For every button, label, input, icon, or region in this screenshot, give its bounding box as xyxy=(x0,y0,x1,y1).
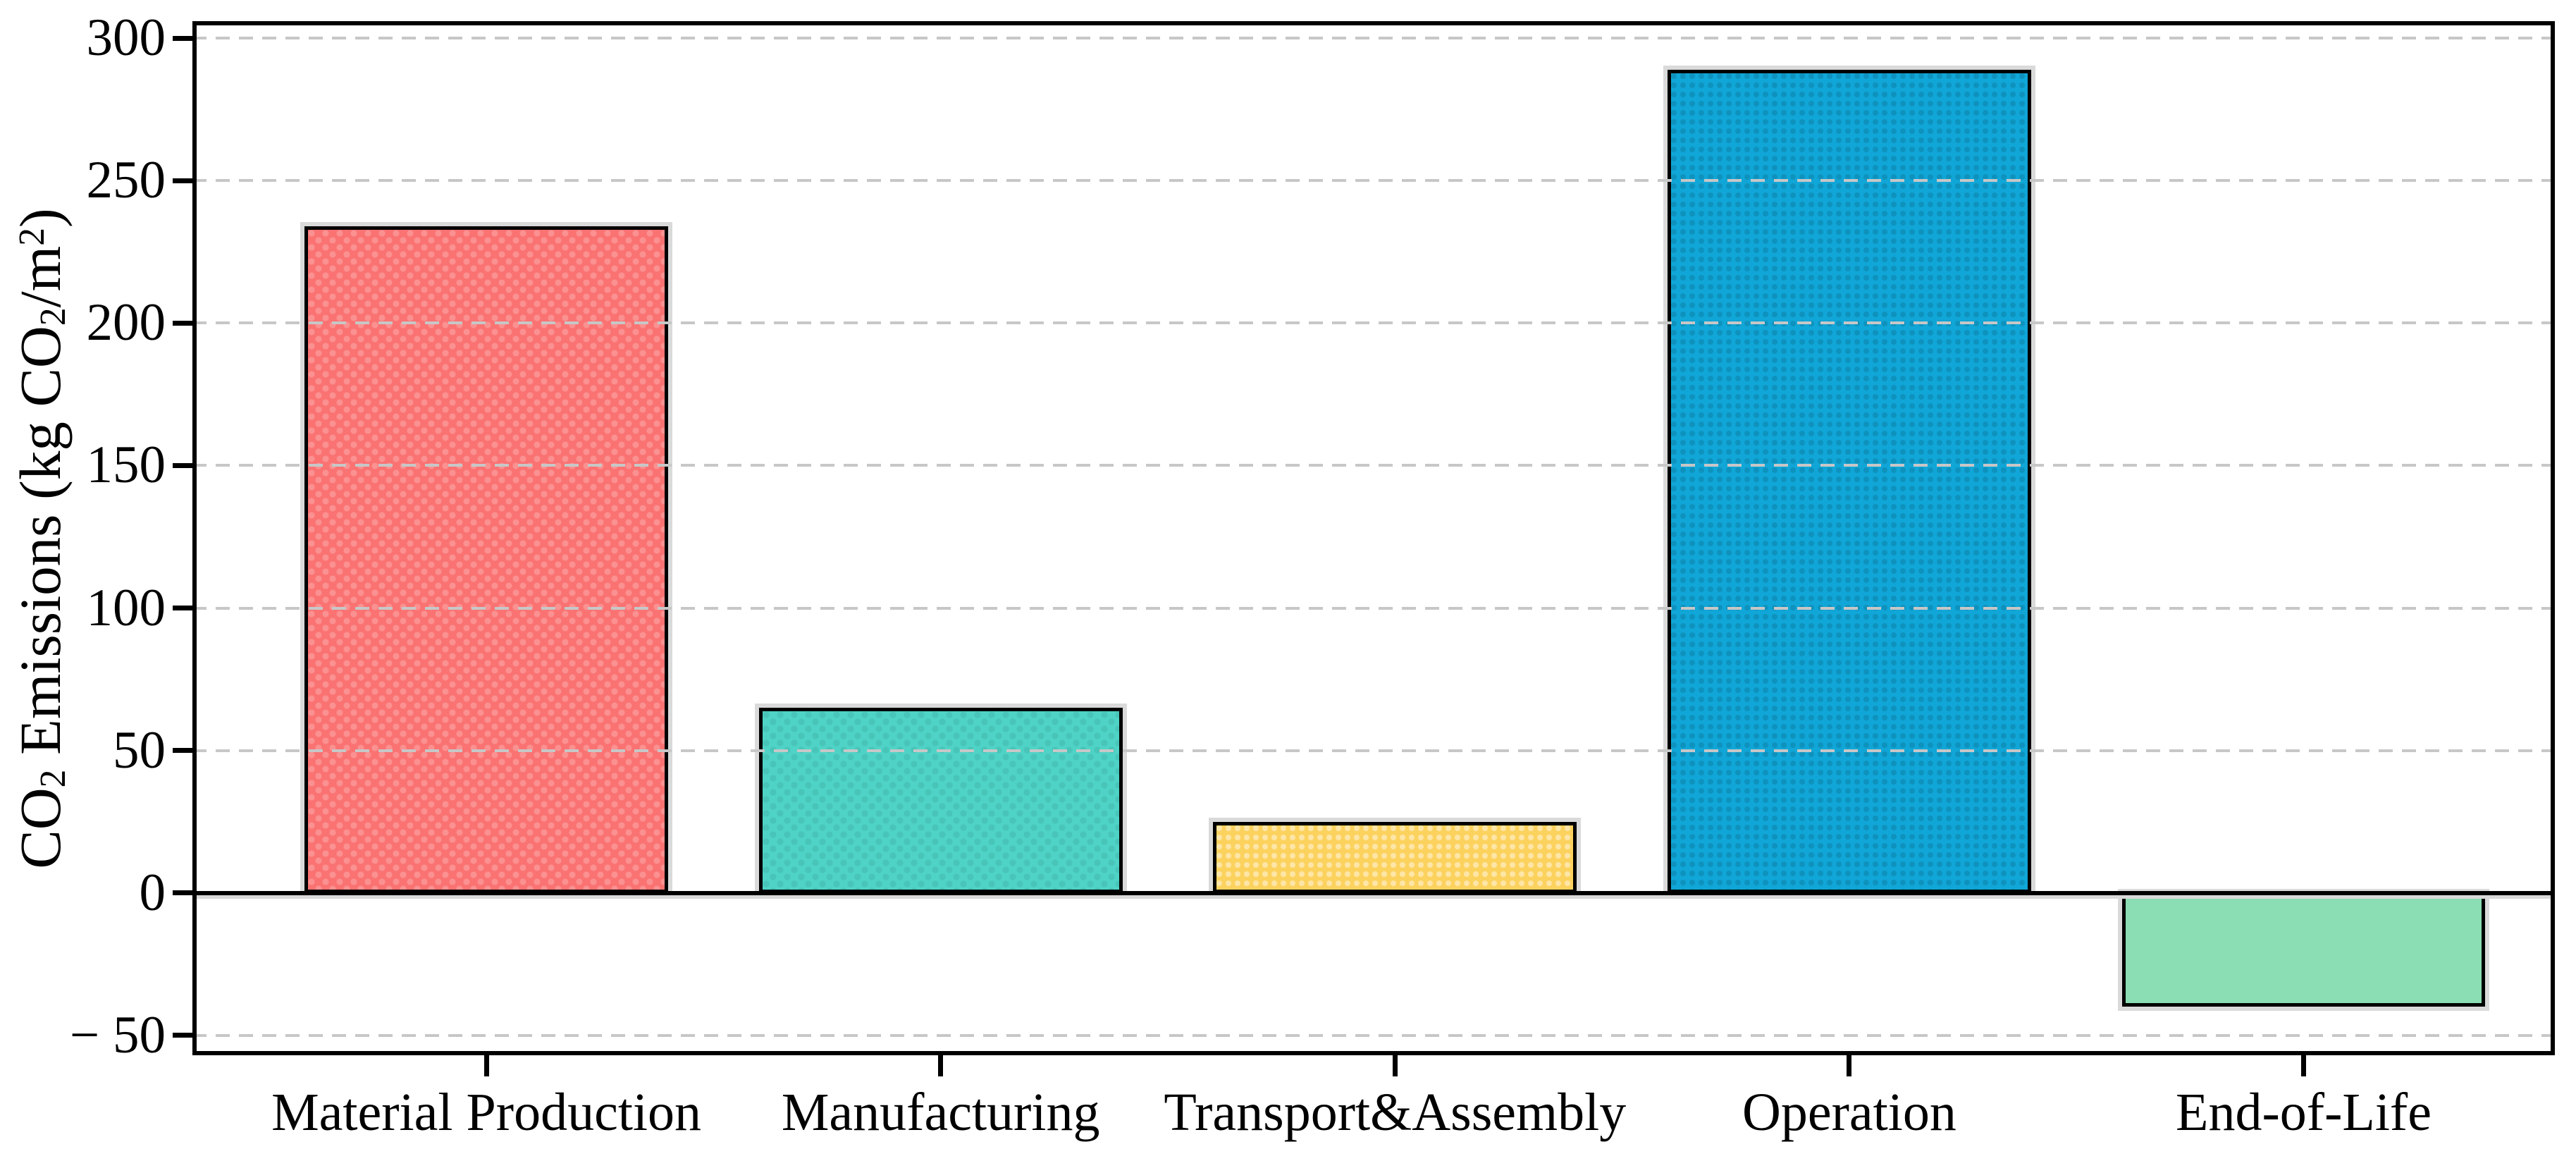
x-label-manufacturing: Manufacturing xyxy=(781,1083,1100,1142)
bar-end-of-life xyxy=(2121,892,2486,1007)
x-label-transport-assembly: Transport&Assembly xyxy=(1164,1083,1627,1142)
y-tick-50 xyxy=(173,748,192,754)
x-tick-manufacturing xyxy=(938,1055,944,1076)
y-tick-150 xyxy=(173,462,192,468)
y-axis-label-segment: 2 xyxy=(11,227,52,246)
bar-operation xyxy=(1668,69,2031,893)
y-axis-label: CO2 Emissions (kg CO2/m2) xyxy=(1,0,79,1088)
gridline-100 xyxy=(192,606,2555,610)
x-tick-end-of-life xyxy=(2301,1055,2307,1076)
gridline-250 xyxy=(192,179,2555,183)
y-tick-label-100: 100 xyxy=(86,578,166,637)
x-tick-material-production xyxy=(483,1055,489,1076)
y-axis-label-segment: Emissions (kg CO xyxy=(8,325,73,770)
x-label-material-production: Material Production xyxy=(271,1083,702,1142)
y-tick-label-50: 50 xyxy=(113,720,166,780)
y-axis-label-segment: /m xyxy=(8,245,73,307)
y-tick-label-0: 0 xyxy=(139,863,166,922)
y-tick-label-150: 150 xyxy=(86,436,166,495)
y-tick-100 xyxy=(173,606,192,610)
y-axis-label-segment: 2 xyxy=(33,307,74,326)
y-axis-label-segment: CO xyxy=(8,787,73,869)
gridline-300 xyxy=(192,37,2555,40)
y-tick-label-300: 300 xyxy=(86,8,166,68)
bar-material-production xyxy=(304,226,668,893)
y-tick-300 xyxy=(173,35,192,41)
y-tick-label-200: 200 xyxy=(86,293,166,352)
gridline-200 xyxy=(192,321,2555,325)
gridline--50 xyxy=(192,1033,2555,1037)
y-tick-200 xyxy=(173,320,192,326)
bar-transport-assembly xyxy=(1213,821,1577,893)
x-tick-transport-assembly xyxy=(1392,1055,1398,1076)
zero-line xyxy=(192,890,2555,895)
bar-manufacturing xyxy=(758,707,1123,893)
x-label-end-of-life: End-of-Life xyxy=(2176,1083,2432,1142)
y-axis-label-segment: 2 xyxy=(33,769,74,787)
y-tick-0 xyxy=(173,890,192,896)
y-tick-label-250: 250 xyxy=(86,151,166,210)
y-axis-label-segment: ) xyxy=(8,207,73,228)
gridline-50 xyxy=(192,749,2555,752)
gridline-150 xyxy=(192,464,2555,467)
y-tick--50 xyxy=(173,1033,192,1038)
x-tick-operation xyxy=(1847,1055,1852,1076)
y-tick-label--50: − 50 xyxy=(69,1005,166,1064)
x-label-operation: Operation xyxy=(1742,1083,1956,1142)
y-tick-250 xyxy=(173,178,192,183)
